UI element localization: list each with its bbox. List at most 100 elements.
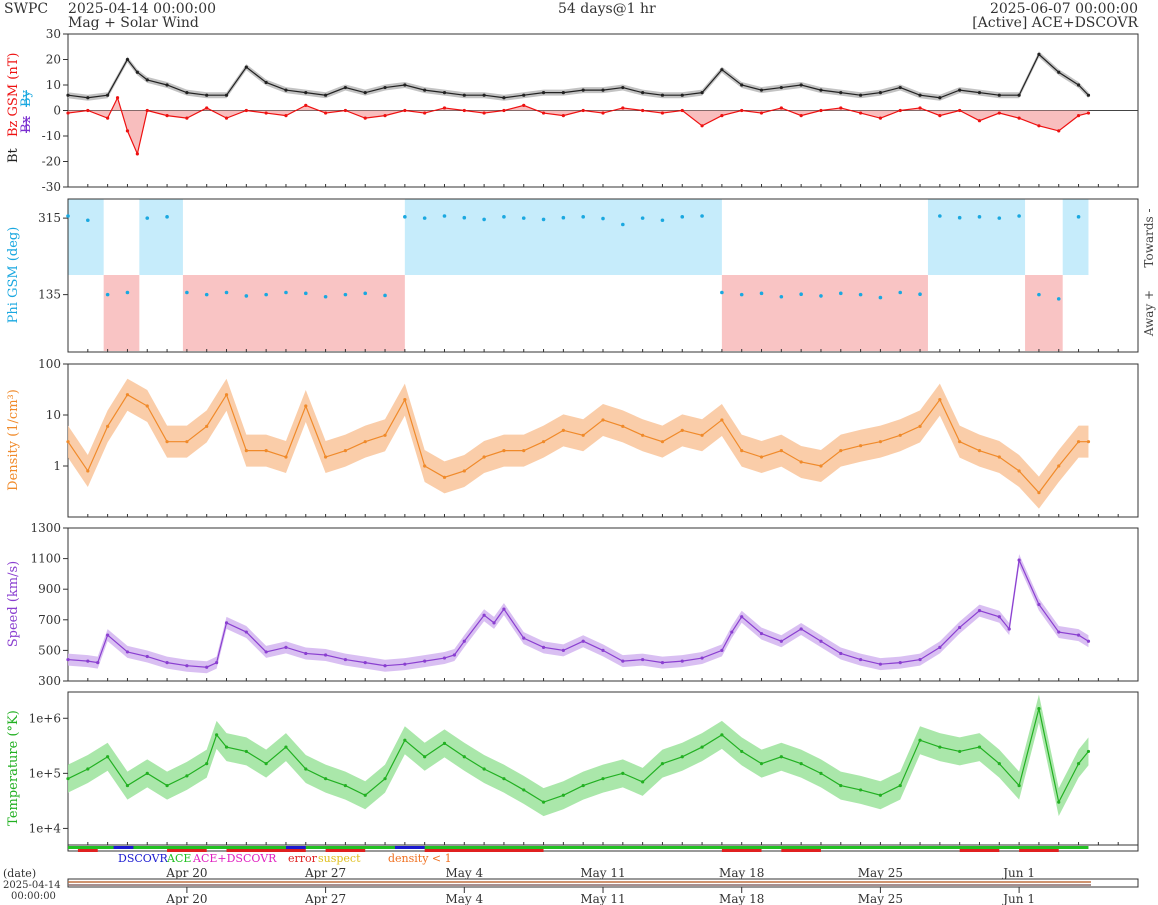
density-data-point <box>522 449 526 453</box>
speed-ytick-label: 500 <box>38 643 61 657</box>
speed-data-point <box>215 661 219 665</box>
phi-data-point <box>303 291 308 296</box>
status-error-segment <box>1019 849 1059 852</box>
speed-data-point <box>462 639 466 643</box>
temperature-data-point <box>1086 749 1091 754</box>
phi-data-point <box>1076 215 1081 219</box>
density-data-point <box>858 444 863 448</box>
mag-ytick-label: 0 <box>53 104 61 118</box>
speed-data-point <box>492 621 496 625</box>
temperature-data-point <box>125 783 130 788</box>
bt-data-point <box>284 88 288 92</box>
bz-data-point <box>641 108 645 113</box>
density-data-point <box>779 449 783 453</box>
density-data-point <box>1086 440 1091 444</box>
bz-data-point <box>720 114 724 118</box>
bz-data-point <box>1037 124 1041 128</box>
bz-data-point <box>918 106 922 110</box>
density-data-point <box>680 428 684 432</box>
phi-data-point <box>640 216 645 220</box>
density-data-point <box>799 460 803 464</box>
date-tick-label-top: May 18 <box>719 866 764 880</box>
bt-data-point <box>304 91 308 95</box>
bt-data-point <box>581 88 585 92</box>
status-error-segment <box>781 849 821 852</box>
phi-data-point <box>343 292 348 297</box>
speed-data-point <box>452 653 456 657</box>
density-data-point <box>145 404 149 408</box>
bz-data-point <box>858 111 863 115</box>
time-span: 54 days@1 hr <box>558 1 656 17</box>
phi-data-point <box>442 214 447 218</box>
data-source: [Active] ACE+DSCOVR <box>972 15 1138 31</box>
bt-data-point <box>938 96 942 100</box>
density-data-point <box>423 464 427 468</box>
speed-data-point <box>106 633 110 637</box>
end-time: 2025-06-07 00:00:00 <box>989 1 1138 17</box>
bz-data-point <box>819 108 823 113</box>
phi-data-point <box>541 217 546 222</box>
bt-data-point <box>244 65 248 69</box>
phi-data-point <box>819 294 823 298</box>
temperature-data-point <box>145 771 149 775</box>
phi-data-point <box>898 290 903 295</box>
bt-data-point <box>740 83 744 87</box>
density-data-point <box>1057 464 1061 468</box>
speed-data-point <box>779 639 783 643</box>
bt-data-point <box>1017 93 1021 97</box>
phi-data-point <box>720 290 724 295</box>
phi-away-sector <box>103 275 140 351</box>
speed-data-point <box>522 636 526 640</box>
date-tick-label-top: Apr 27 <box>304 866 346 880</box>
bt-data-point <box>759 88 764 92</box>
bz-data-point <box>482 111 486 115</box>
bz-data-point <box>115 96 120 100</box>
status-error-segment <box>424 849 544 852</box>
temperature-data-point <box>680 755 684 759</box>
density-data-point <box>740 449 744 453</box>
bt-data-point <box>224 93 229 97</box>
speed-data-point <box>958 625 962 630</box>
bz-data-point <box>462 108 466 113</box>
speed-data-point <box>423 659 427 663</box>
density-data-point <box>621 424 625 428</box>
speed-range-band <box>68 554 1089 674</box>
bz-data-point <box>898 108 902 113</box>
temperature-ytick-label: 1e+6 <box>29 711 61 725</box>
speed-data-point <box>581 639 585 643</box>
start-date-label: 2025-04-14 <box>3 880 61 891</box>
bt-data-point <box>977 91 982 95</box>
legend-density: density < 1 <box>388 852 452 865</box>
phi-data-point <box>422 216 427 220</box>
bz-data-point <box>799 114 803 118</box>
phi-data-point <box>918 292 922 297</box>
speed-data-point <box>720 648 724 653</box>
bt-data-point <box>125 57 130 62</box>
phi-data-point <box>799 292 803 297</box>
bt-data-point <box>462 93 466 97</box>
legend-suspect: suspect <box>318 852 361 865</box>
bt-data-point <box>878 91 883 95</box>
bt-data-point <box>1057 70 1061 74</box>
date-tick-label-top: May 4 <box>445 866 483 880</box>
bz-data-point <box>997 111 1001 115</box>
product-name: Mag + Solar Wind <box>68 15 199 31</box>
bt-data-point <box>442 91 447 95</box>
temperature-data-point <box>86 767 90 771</box>
temperature-ytick-label: 1e+4 <box>29 821 62 835</box>
phi-data-point <box>185 290 189 295</box>
phi-data-point <box>165 215 169 219</box>
status-error-segment <box>325 849 366 852</box>
phi-towards-sector <box>139 199 183 275</box>
mag-ylabel-bx: Bx <box>19 115 34 133</box>
mag-ytick-label: -20 <box>42 155 61 169</box>
temperature-data-point <box>997 762 1001 766</box>
bt-data-point <box>205 93 209 97</box>
status-error-segment <box>77 849 98 852</box>
temperature-data-point <box>106 755 110 759</box>
density-data-point <box>720 418 724 422</box>
speed-panel: Speed (km/s) 1300 1100 900 700 500 300 <box>6 521 1139 688</box>
status-error-segment <box>959 849 1000 852</box>
bz-data-point <box>244 108 248 113</box>
density-data-point <box>304 404 308 408</box>
